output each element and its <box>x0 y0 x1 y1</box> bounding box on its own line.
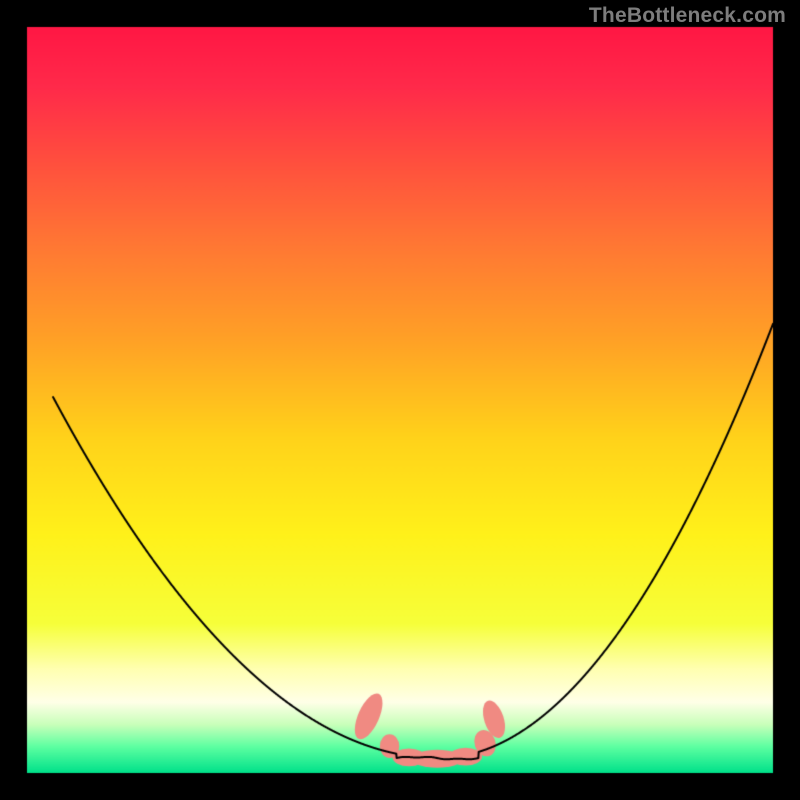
chart-stage: TheBottleneck.com <box>0 0 800 800</box>
bottleneck-curve-chart <box>0 0 800 800</box>
